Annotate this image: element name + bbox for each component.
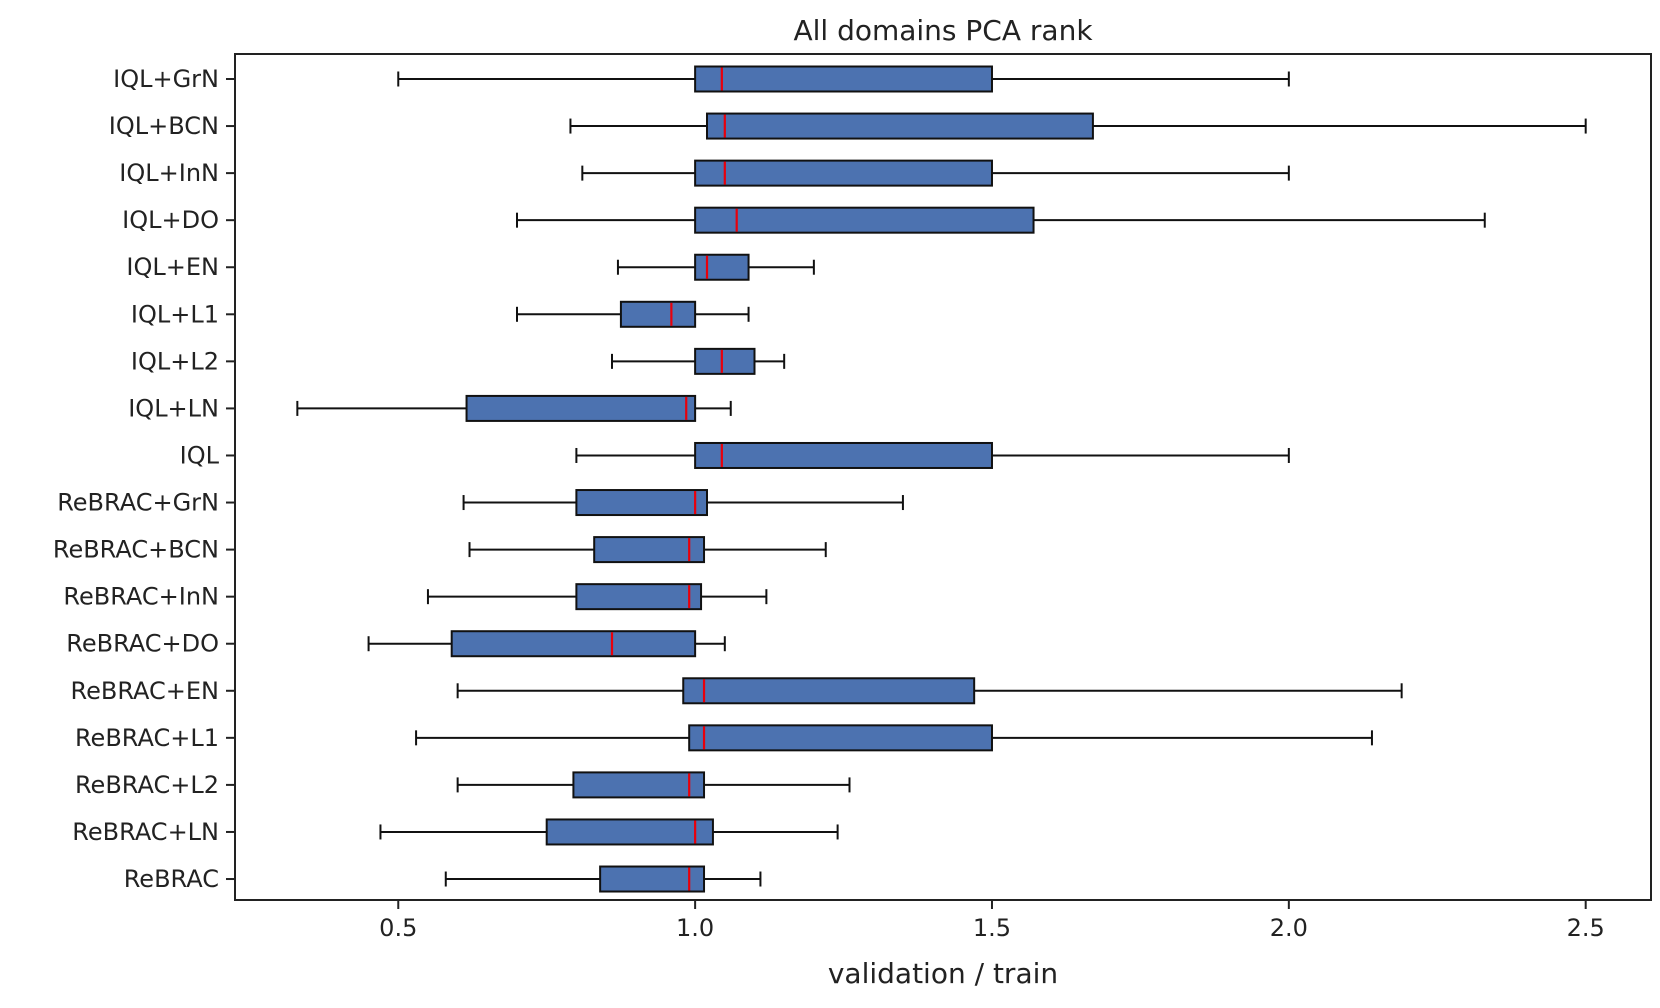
- category-label: IQL+GrN: [113, 65, 219, 93]
- box: [619, 300, 697, 328]
- chart-title: All domains PCA rank: [793, 14, 1093, 47]
- category-label: IQL+InN: [119, 159, 219, 187]
- box: [599, 865, 706, 893]
- category-label: ReBRAC+EN: [70, 677, 219, 705]
- box: [694, 206, 1035, 234]
- box: [688, 724, 993, 752]
- box: [706, 112, 1094, 140]
- category-label: IQL+LN: [128, 394, 219, 422]
- x-tick-label: 0.5: [379, 914, 417, 942]
- box: [572, 771, 706, 799]
- x-tick-label: 1.5: [973, 914, 1011, 942]
- category-label: ReBRAC+InN: [63, 583, 219, 611]
- category-label: ReBRAC: [124, 865, 219, 893]
- box: [694, 159, 993, 187]
- category-label: ReBRAC+GrN: [57, 489, 219, 517]
- box: [575, 583, 703, 611]
- box: [694, 65, 993, 93]
- box: [450, 630, 697, 658]
- category-label: IQL: [180, 441, 220, 469]
- category-label: IQL+BCN: [109, 112, 219, 140]
- category-label: ReBRAC+LN: [72, 818, 219, 846]
- category-label: IQL+DO: [122, 206, 219, 234]
- x-tick-label: 1.0: [676, 914, 714, 942]
- category-label: ReBRAC+DO: [66, 630, 219, 658]
- x-tick-label: 2.0: [1270, 914, 1308, 942]
- category-label: IQL+L2: [131, 347, 219, 375]
- box: [682, 677, 976, 705]
- box: [593, 536, 706, 564]
- box: [465, 394, 697, 422]
- category-label: IQL+EN: [126, 253, 219, 281]
- plot-frame: [234, 53, 1652, 901]
- x-tick-label: 2.5: [1567, 914, 1605, 942]
- category-label: ReBRAC+BCN: [53, 536, 219, 564]
- box: [694, 441, 993, 469]
- category-label: ReBRAC+L1: [75, 724, 219, 752]
- box: [694, 347, 756, 375]
- plot-area: 0.5 1.0 1.5 2.0 2.5 IQL+GrN IQL+BCN IQL+InN IQL+…: [53, 65, 1605, 942]
- category-label: IQL+L1: [131, 300, 219, 328]
- box: [694, 253, 750, 281]
- box: [545, 818, 714, 846]
- x-axis-label: validation / train: [828, 957, 1058, 990]
- box: [575, 489, 709, 517]
- category-label: ReBRAC+L2: [75, 771, 219, 799]
